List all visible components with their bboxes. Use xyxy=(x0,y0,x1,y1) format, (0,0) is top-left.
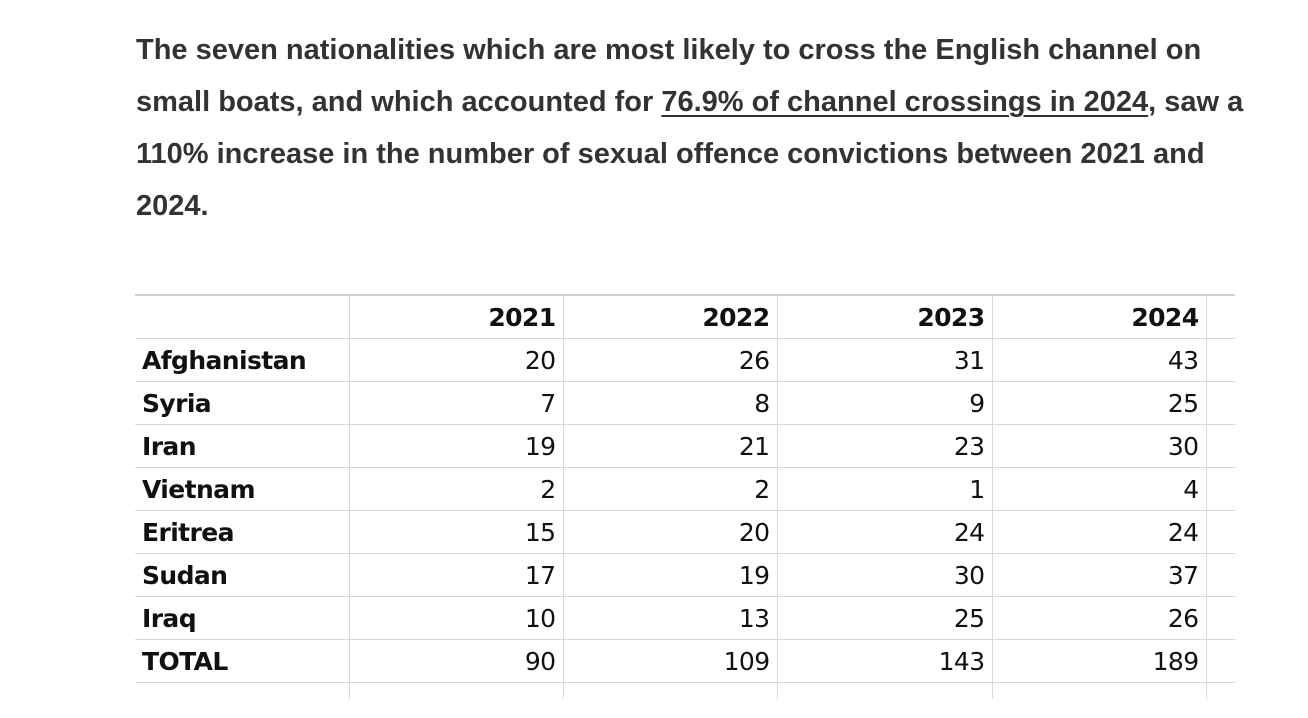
row-label: Eritrea xyxy=(135,510,349,554)
table-cell: 143 xyxy=(776,639,992,683)
row-label: Afghanistan xyxy=(135,338,349,382)
table-cell: 2 xyxy=(348,467,563,511)
tail-cell xyxy=(135,682,349,699)
table-cell: 20 xyxy=(348,338,563,382)
tail-cell xyxy=(562,682,777,699)
convictions-table: 2021 2022 2023 2024 Afghanistan 20 26 31… xyxy=(135,294,1235,699)
table-cell: 25 xyxy=(991,381,1206,425)
table-cell: 24 xyxy=(991,510,1206,554)
table-row: Vietnam 2 2 1 4 xyxy=(135,467,1235,511)
table-cell: 189 xyxy=(991,639,1206,683)
header-cell-2022: 2022 xyxy=(562,294,777,339)
table-cell: 109 xyxy=(562,639,777,683)
article-text-before-link: The seven nationalities which are most l… xyxy=(136,34,1202,118)
table-cell: 8 xyxy=(562,381,777,425)
table-row: Eritrea 15 20 24 24 xyxy=(135,510,1235,554)
header-cell-2024: 2024 xyxy=(991,294,1206,339)
table-row: Syria 7 8 9 25 xyxy=(135,381,1235,425)
tail-cell xyxy=(348,682,563,699)
row-label: Iran xyxy=(135,424,349,468)
article-text: The seven nationalities which are most l… xyxy=(136,24,1246,232)
table-cell: 37 xyxy=(991,553,1206,597)
table-cell: 10 xyxy=(348,596,563,640)
row-label: Iraq xyxy=(135,596,349,640)
table-cell: 20 xyxy=(562,510,777,554)
table-tail-row xyxy=(135,682,1235,699)
table-cell: 19 xyxy=(348,424,563,468)
table-cell: 90 xyxy=(348,639,563,683)
convictions-table-container: 2021 2022 2023 2024 Afghanistan 20 26 31… xyxy=(135,294,1235,699)
row-label: Vietnam xyxy=(135,467,349,511)
table-cell: 7 xyxy=(348,381,563,425)
spacer-cell xyxy=(1205,467,1235,511)
spacer-cell xyxy=(1205,338,1235,382)
spacer-cell xyxy=(1205,510,1235,554)
table-row: Sudan 17 19 30 37 xyxy=(135,553,1235,597)
table-cell: 26 xyxy=(991,596,1206,640)
article-text-after-link: , saw a 110% increase in the number of s… xyxy=(136,86,1244,222)
row-label: Sudan xyxy=(135,553,349,597)
table-cell: 4 xyxy=(991,467,1206,511)
table-cell: 21 xyxy=(562,424,777,468)
header-cell-spacer xyxy=(1205,294,1235,339)
row-label-total: TOTAL xyxy=(135,639,349,683)
table-cell: 19 xyxy=(562,553,777,597)
spacer-cell xyxy=(1205,596,1235,640)
spacer-cell xyxy=(1205,424,1235,468)
table-cell: 23 xyxy=(776,424,992,468)
table-cell: 43 xyxy=(991,338,1206,382)
table-cell: 30 xyxy=(991,424,1206,468)
spacer-cell xyxy=(1205,553,1235,597)
table-row: Iraq 10 13 25 26 xyxy=(135,596,1235,640)
table-cell: 2 xyxy=(562,467,777,511)
table-cell: 15 xyxy=(348,510,563,554)
header-cell-nationality xyxy=(135,294,349,339)
table-row: Afghanistan 20 26 31 43 xyxy=(135,338,1235,382)
tail-cell xyxy=(1205,682,1235,699)
row-label: Syria xyxy=(135,381,349,425)
table-cell: 24 xyxy=(776,510,992,554)
table-cell: 13 xyxy=(562,596,777,640)
table-cell: 17 xyxy=(348,553,563,597)
tail-cell xyxy=(991,682,1206,699)
article-paragraph: The seven nationalities which are most l… xyxy=(136,24,1246,232)
table-cell: 26 xyxy=(562,338,777,382)
table-cell: 30 xyxy=(776,553,992,597)
table-row: Iran 19 21 23 30 xyxy=(135,424,1235,468)
header-cell-2023: 2023 xyxy=(776,294,992,339)
table-row-total: TOTAL 90 109 143 189 xyxy=(135,639,1235,683)
spacer-cell xyxy=(1205,381,1235,425)
table-cell: 25 xyxy=(776,596,992,640)
tail-cell xyxy=(776,682,992,699)
header-cell-2021: 2021 xyxy=(348,294,563,339)
spacer-cell xyxy=(1205,639,1235,683)
table-header-row: 2021 2022 2023 2024 xyxy=(135,294,1235,339)
table-cell: 9 xyxy=(776,381,992,425)
table-cell: 1 xyxy=(776,467,992,511)
table-cell: 31 xyxy=(776,338,992,382)
channel-crossings-link[interactable]: 76.9% of channel crossings in 2024 xyxy=(661,86,1149,118)
